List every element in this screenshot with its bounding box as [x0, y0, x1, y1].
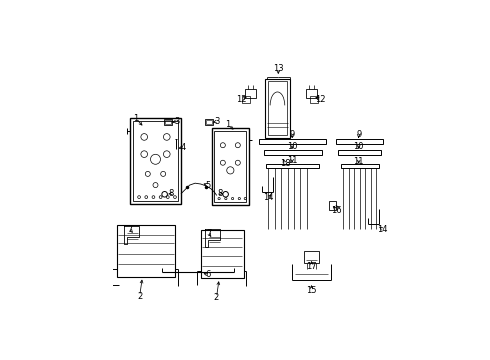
Text: 14: 14 [378, 225, 388, 234]
Bar [133, 121, 178, 201]
Text: 2: 2 [214, 293, 219, 302]
Text: 1: 1 [133, 114, 139, 123]
Text: 18: 18 [280, 159, 290, 168]
Text: 9: 9 [356, 130, 361, 139]
Text: 5: 5 [205, 181, 211, 190]
Bar [205, 119, 213, 125]
Text: 6: 6 [205, 270, 211, 279]
Text: 1: 1 [225, 120, 230, 129]
Text: 4: 4 [181, 143, 186, 152]
Text: 3: 3 [215, 117, 220, 126]
Text: 13: 13 [273, 64, 284, 73]
Text: 14: 14 [263, 193, 273, 202]
Text: 3: 3 [174, 117, 179, 126]
Text: 16: 16 [331, 206, 342, 215]
Text: 2: 2 [137, 292, 142, 301]
Bar [339, 150, 381, 156]
Bar [130, 118, 181, 204]
Bar [304, 251, 319, 263]
Bar [206, 120, 212, 124]
Bar [212, 129, 249, 205]
Bar [265, 78, 290, 138]
Bar [215, 131, 246, 202]
Text: 7: 7 [206, 229, 212, 238]
Text: 7: 7 [127, 225, 133, 234]
Bar [165, 120, 171, 124]
Text: 9: 9 [290, 130, 295, 139]
Text: 11: 11 [353, 157, 364, 166]
Text: 10: 10 [287, 142, 297, 151]
Bar [329, 201, 336, 210]
Bar [267, 164, 319, 168]
Text: 8: 8 [218, 189, 223, 198]
Bar [264, 150, 322, 156]
Bar [164, 119, 172, 125]
Bar [200, 230, 244, 278]
Text: 8: 8 [169, 189, 174, 198]
Text: 10: 10 [353, 142, 364, 151]
Bar [336, 139, 383, 144]
Bar [306, 90, 317, 98]
Bar [310, 96, 318, 103]
Text: 12: 12 [315, 95, 325, 104]
Bar [341, 164, 379, 168]
Text: 15: 15 [306, 286, 317, 295]
Text: 12: 12 [236, 95, 246, 104]
Bar [242, 96, 250, 103]
Bar [259, 139, 326, 144]
Bar [245, 90, 256, 98]
Bar [268, 81, 287, 135]
Text: 11: 11 [287, 156, 297, 165]
Bar [117, 225, 175, 277]
Text: 17: 17 [306, 262, 317, 271]
